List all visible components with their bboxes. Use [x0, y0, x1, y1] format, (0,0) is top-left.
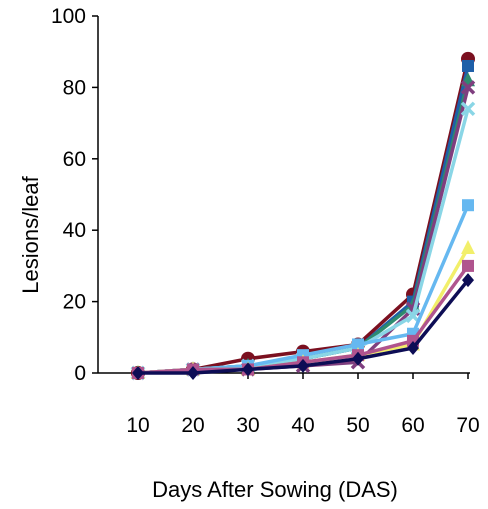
series-layer: [130, 51, 476, 381]
x-tick-label: 50: [346, 414, 369, 437]
y-tick-label: 40: [63, 219, 86, 242]
series-line: [137, 65, 470, 375]
data-point: [461, 240, 475, 255]
y-tick-label: 0: [74, 362, 86, 385]
series-2: [132, 59, 474, 379]
data-point: [462, 59, 474, 72]
data-point: [407, 341, 419, 356]
data-point: [462, 199, 474, 212]
y-tick-label: 80: [63, 76, 86, 99]
x-tick-label: 20: [181, 414, 204, 437]
x-axis-ticks: 10 20 30 40 50 60 70: [126, 373, 480, 437]
data-point: [132, 366, 144, 380]
x-tick-label: 60: [401, 414, 424, 437]
data-point: [187, 366, 199, 380]
x-tick-label: 40: [291, 414, 314, 437]
y-tick-label: 60: [63, 148, 86, 171]
series-9: [132, 273, 474, 380]
data-point: [405, 308, 421, 324]
data-point: [462, 273, 474, 288]
series-1: [131, 51, 475, 380]
data-point: [242, 362, 254, 377]
data-point: [462, 259, 474, 272]
data-point: [352, 351, 364, 366]
data-point: [352, 338, 364, 351]
y-axis-title: Lesions/leaf: [18, 175, 43, 293]
y-tick-label: 20: [63, 291, 86, 314]
x-tick-label: 70: [456, 414, 479, 437]
data-point: [460, 80, 476, 95]
series-line: [137, 58, 470, 375]
y-tick-label: 100: [51, 5, 86, 28]
y-axis-ticks: 0 20 40 60 80 100: [51, 5, 98, 385]
series-6: [132, 199, 474, 379]
x-tick-label: 10: [126, 414, 149, 437]
x-axis-title: Days After Sowing (DAS): [152, 477, 398, 502]
data-point: [460, 101, 476, 117]
x-tick-label: 30: [236, 414, 259, 437]
data-point: [297, 358, 309, 373]
